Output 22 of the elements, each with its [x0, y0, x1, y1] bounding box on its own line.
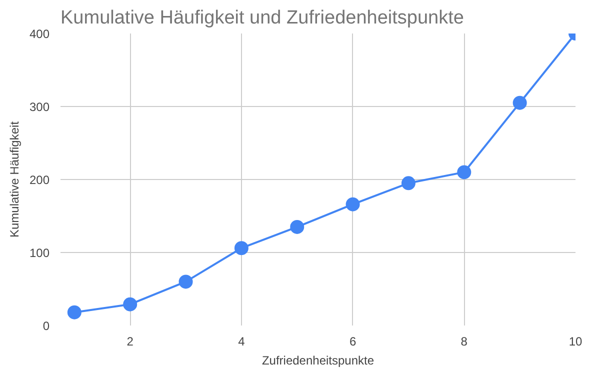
point — [290, 220, 304, 234]
point — [67, 305, 82, 320]
x-axis-title: Zufriedenheitspunkte — [262, 354, 374, 368]
x-tick-label: 10 — [568, 334, 582, 348]
y-tick-label: 100 — [29, 246, 50, 260]
point — [512, 96, 527, 110]
y-tick-label: 300 — [29, 100, 50, 114]
y-tick-label: 200 — [29, 173, 50, 187]
chart-title: Kumulative Häufigkeit und Zufriedenheitspunkte — [60, 8, 464, 28]
point — [234, 241, 248, 256]
point — [401, 176, 416, 190]
x-tick-label: 2 — [126, 334, 134, 348]
x-tick-label: 8 — [460, 334, 468, 348]
point — [178, 274, 193, 289]
point — [346, 197, 360, 212]
point — [457, 165, 472, 180]
x-tick-label: 4 — [238, 334, 246, 348]
point — [123, 297, 138, 312]
y-axis-title: Kumulative Häufigkeit — [7, 120, 22, 238]
y-tick-label: 0 — [42, 319, 50, 333]
x-tick-label: 6 — [349, 334, 356, 348]
y-tick-label: 400 — [29, 27, 50, 41]
